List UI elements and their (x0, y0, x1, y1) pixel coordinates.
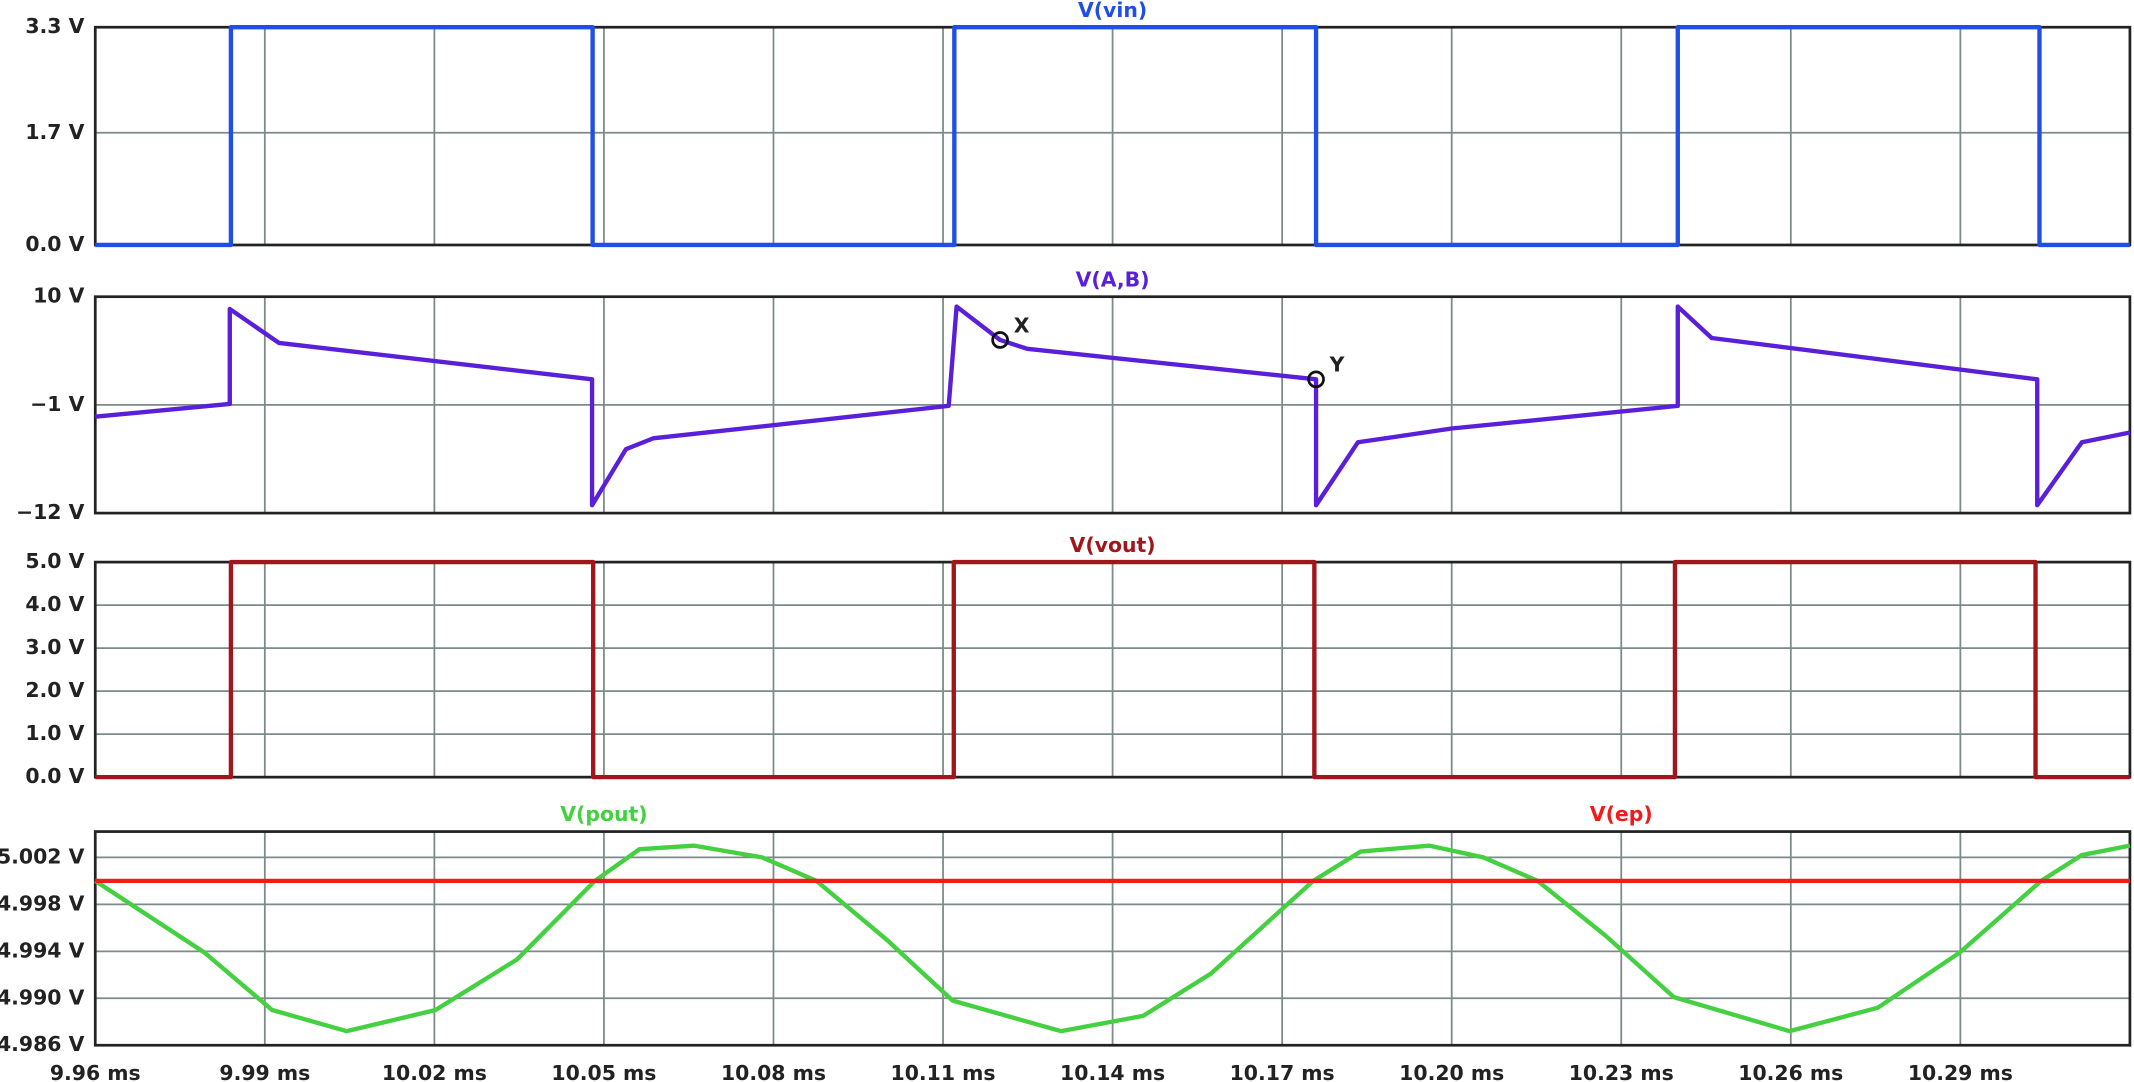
y-tick-label: 4.0 V (25, 592, 84, 616)
y-tick-label: 5.0 V (25, 549, 84, 573)
y-tick-label: 2.0 V (25, 678, 84, 702)
series-label: V(A,B) (1076, 267, 1150, 291)
x-tick-label: 10.29 ms (1908, 1061, 2013, 1082)
y-tick-label: 4.986 V (0, 1032, 85, 1056)
y-tick-label: 0.0 V (25, 764, 84, 788)
x-tick-label: 10.02 ms (382, 1061, 487, 1082)
series-line (95, 25, 2130, 248)
x-tick-label: 10.17 ms (1230, 1061, 1335, 1082)
x-tick-label: 10.08 ms (721, 1061, 826, 1082)
y-tick-label: 1.0 V (25, 721, 84, 745)
y-tick-label: 4.990 V (0, 985, 85, 1009)
series-label: V(pout) (560, 802, 647, 826)
annotation-label: X (1014, 313, 1030, 337)
x-tick-label: 10.11 ms (891, 1061, 996, 1082)
y-tick-label: 4.994 V (0, 938, 85, 962)
x-tick-label: 10.05 ms (551, 1061, 656, 1082)
x-tick-label: 10.23 ms (1569, 1061, 1674, 1082)
annotation-label: Y (1329, 353, 1345, 377)
plot-frame (93, 830, 2132, 1047)
x-tick-label: 9.99 ms (219, 1061, 310, 1082)
y-tick-label: 0.0 V (25, 232, 84, 256)
y-tick-label: −1 V (30, 392, 84, 416)
annotation-marker (991, 331, 1009, 349)
annotation-marker (1307, 370, 1325, 389)
y-tick-label: 4.998 V (0, 891, 85, 915)
x-tick-label: 10.14 ms (1060, 1061, 1165, 1082)
x-tick-label: 10.20 ms (1399, 1061, 1504, 1082)
series-line (95, 304, 2131, 508)
y-tick-label: 3.3 V (25, 14, 84, 38)
y-tick-label: 5.002 V (0, 844, 85, 868)
series-label: V(vin) (1078, 0, 1147, 22)
y-tick-label: 1.7 V (25, 120, 84, 144)
series-label: V(ep) (1590, 802, 1653, 826)
series-line (95, 559, 2130, 780)
series-label: V(vout) (1070, 533, 1156, 557)
y-tick-label: −12 V (16, 500, 85, 524)
x-tick-label: 10.26 ms (1738, 1061, 1843, 1082)
series-line (94, 843, 2131, 1034)
y-tick-label: 10 V (33, 284, 85, 308)
y-tick-label: 3.0 V (25, 635, 84, 659)
x-tick-label: 9.96 ms (50, 1061, 141, 1082)
plot-frame (93, 295, 2132, 515)
